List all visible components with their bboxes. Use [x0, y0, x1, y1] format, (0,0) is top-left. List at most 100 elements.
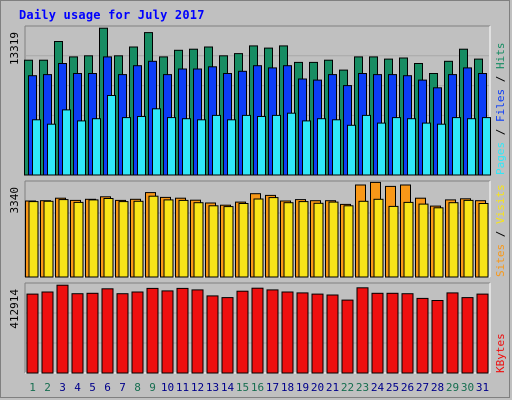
bar-visits-day-26: [403, 201, 414, 278]
bar-kbytes-day-28: [431, 300, 444, 374]
bar-visits-day-6: [103, 198, 114, 278]
bar-visits-day-11: [178, 199, 189, 278]
x-tick-label-day-27: 27: [416, 381, 429, 394]
bar-kbytes-day-19: [296, 292, 309, 374]
x-tick-label-day-29: 29: [446, 381, 459, 394]
bar-pages-day-27: [422, 122, 431, 176]
x-tick-label-day-2: 2: [44, 381, 51, 394]
bar-visits-day-19: [298, 201, 309, 278]
bar-kbytes-day-20: [311, 293, 324, 374]
bar-visits-day-16: [253, 198, 264, 278]
bar-kbytes-day-23: [356, 287, 369, 374]
x-tick-label-day-11: 11: [176, 381, 189, 394]
bar-visits-day-8: [133, 200, 144, 278]
bar-pages-day-18: [287, 112, 296, 176]
bar-kbytes-day-24: [371, 292, 384, 374]
x-tick-label-day-16: 16: [251, 381, 264, 394]
x-tick-label-day-12: 12: [191, 381, 204, 394]
bar-pages-day-15: [242, 114, 251, 176]
x-tick-label-day-5: 5: [89, 381, 96, 394]
x-tick-label-day-31: 31: [476, 381, 489, 394]
bar-visits-day-5: [88, 199, 99, 278]
bar-pages-day-16: [257, 116, 266, 176]
bar-kbytes-day-10: [161, 290, 174, 374]
bar-visits-day-22: [343, 205, 354, 278]
bar-visits-day-25: [388, 205, 399, 278]
bar-visits-day-18: [283, 202, 294, 278]
bar-kbytes-day-21: [326, 294, 339, 374]
bar-kbytes-day-25: [386, 292, 399, 374]
bar-pages-day-20: [317, 118, 326, 176]
x-tick-label-day-1: 1: [29, 381, 36, 394]
bar-visits-day-4: [73, 201, 84, 278]
legend-separator: /: [494, 69, 507, 89]
bar-kbytes-day-8: [131, 291, 144, 374]
legend-item-kbytes: KBytes: [494, 333, 507, 373]
bar-visits-day-12: [193, 202, 204, 278]
x-tick-label-day-17: 17: [266, 381, 279, 394]
bar-visits-day-28: [433, 207, 444, 278]
bar-visits-day-21: [328, 201, 339, 278]
x-tick-label-day-19: 19: [296, 381, 309, 394]
x-tick-label-day-22: 22: [341, 381, 354, 394]
bar-kbytes-day-5: [86, 292, 99, 374]
bar-kbytes-day-9: [146, 287, 159, 374]
bar-visits-day-29: [448, 202, 459, 278]
legend-item-sites: Sites: [494, 243, 507, 277]
legend-visits-sites: Sites / Visits: [494, 184, 507, 277]
bar-pages-day-1: [32, 119, 41, 176]
bar-pages-day-2: [47, 123, 56, 176]
legend-kbytes: KBytes: [494, 333, 507, 373]
bar-visits-day-14: [223, 206, 234, 278]
bar-pages-day-12: [197, 119, 206, 176]
bar-pages-day-29: [452, 117, 461, 176]
bar-pages-day-14: [227, 119, 236, 176]
x-tick-label-day-21: 21: [326, 381, 339, 394]
bar-visits-day-23: [358, 200, 369, 278]
x-tick-label-day-9: 9: [149, 381, 156, 394]
bar-visits-day-7: [118, 201, 129, 278]
bar-pages-day-22: [347, 124, 356, 176]
legend-separator: /: [494, 224, 507, 244]
chart-title: Daily usage for July 2017: [19, 8, 205, 22]
bar-kbytes-day-6: [101, 288, 114, 374]
y-max-label-hits-files-pages: 13319: [8, 32, 21, 66]
x-tick-label-day-20: 20: [311, 381, 324, 394]
bar-kbytes-day-12: [191, 289, 204, 374]
bar-kbytes-day-26: [401, 293, 414, 374]
bar-pages-day-7: [122, 117, 131, 176]
y-max-label-visits-sites: 3340: [8, 187, 21, 214]
bar-visits-day-27: [418, 203, 429, 278]
bar-kbytes-day-15: [236, 290, 249, 374]
legend-separator: /: [494, 122, 507, 142]
bar-pages-day-3: [62, 109, 71, 176]
bar-kbytes-day-22: [341, 299, 354, 374]
bar-kbytes-day-18: [281, 291, 294, 374]
bar-kbytes-day-1: [26, 293, 39, 374]
x-tick-label-day-14: 14: [221, 381, 235, 394]
bar-kbytes-day-17: [266, 289, 279, 374]
bar-visits-day-15: [238, 203, 249, 278]
bar-kbytes-day-29: [446, 292, 459, 374]
x-tick-label-day-8: 8: [134, 381, 141, 394]
bar-kbytes-day-27: [416, 297, 429, 374]
bar-pages-day-21: [332, 119, 341, 176]
x-tick-label-day-25: 25: [386, 381, 399, 394]
legend-item-files: Files: [494, 88, 507, 122]
x-tick-label-day-28: 28: [431, 381, 444, 394]
legend-item-hits: Hits: [494, 42, 507, 70]
x-tick-label-day-15: 15: [236, 381, 249, 394]
bar-kbytes-day-3: [56, 284, 69, 374]
bar-pages-day-6: [107, 95, 116, 176]
bar-pages-day-10: [167, 117, 176, 176]
bar-visits-day-31: [478, 203, 489, 278]
bar-visits-day-17: [268, 197, 279, 278]
x-tick-label-day-24: 24: [371, 381, 385, 394]
x-tick-label-day-3: 3: [59, 381, 66, 394]
bar-kbytes-day-30: [461, 297, 474, 374]
legend-hits-files-pages: Pages / Files / Hits: [494, 43, 507, 176]
x-tick-label-day-13: 13: [206, 381, 219, 394]
x-tick-label-day-23: 23: [356, 381, 369, 394]
bar-pages-day-25: [392, 117, 401, 176]
